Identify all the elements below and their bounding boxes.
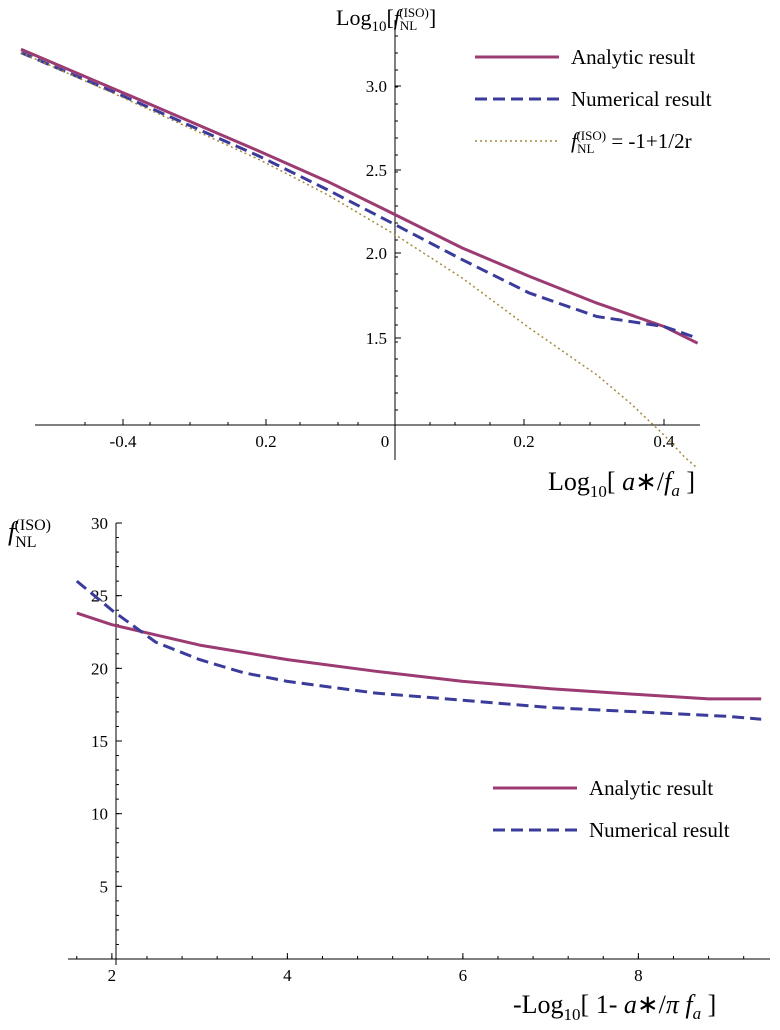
x-tick-label: -0.4 — [110, 432, 137, 451]
series-line-solid — [20, 47, 699, 345]
legend-label: Analytic result — [589, 776, 713, 800]
x-tick-label: 6 — [459, 966, 468, 985]
y-tick-label: 2.5 — [366, 161, 387, 180]
x-tick-label: 8 — [634, 966, 643, 985]
x-tick-label: 0 — [381, 432, 390, 451]
y-tick-label: 3.0 — [366, 77, 387, 96]
x-tick-label: 0.2 — [513, 432, 534, 451]
series-line-dotted — [20, 51, 699, 469]
x-tick-label: 0.2 — [255, 432, 276, 451]
chart-top-xlabel: Log10[ a∗/fa ] — [548, 467, 695, 501]
y-tick-label: 10 — [91, 805, 108, 824]
y-tick-label: 20 — [91, 659, 108, 678]
series-line-dashed — [75, 579, 762, 721]
chart-bottom: 2 4 6 8 5 10 15 20 25 30 Analytic result Numerical … — [68, 514, 770, 985]
series-line-solid — [76, 611, 762, 701]
chart-top: -0.4 0.2 0 0.2 0.4 3.0 2.5 2.0 1.5 Analytic resul… — [20, 20, 712, 469]
y-tick-label: 25 — [91, 587, 108, 606]
y-tick-label: 2.0 — [366, 244, 387, 263]
x-tick-label: 2 — [108, 966, 117, 985]
chart-bottom-ylabel: fNL(ISO) — [8, 517, 51, 551]
legend: Analytic result Numerical result — [493, 776, 730, 842]
legend-label: fNL(ISO) = -1+1/2r — [571, 128, 692, 156]
y-tick-label: 5 — [100, 877, 109, 896]
y-tick-label: 15 — [91, 732, 108, 751]
x-tick-label: 0.4 — [653, 432, 675, 451]
legend-label: Numerical result — [589, 818, 730, 842]
series-line-dashed — [20, 51, 699, 340]
y-tick-label: 1.5 — [366, 329, 387, 348]
y-tick-label: 30 — [91, 514, 108, 533]
chart-top-ylabel: Log10[fNL(ISO)] — [336, 5, 436, 35]
legend-label: Analytic result — [571, 45, 695, 69]
x-tick-label: 4 — [283, 966, 292, 985]
legend: Analytic result Numerical result fNL(ISO) … — [475, 45, 712, 156]
chart-bottom-xlabel: -Log10[ 1- a∗/π fa ] — [513, 990, 716, 1024]
legend-label: Numerical result — [571, 87, 712, 111]
